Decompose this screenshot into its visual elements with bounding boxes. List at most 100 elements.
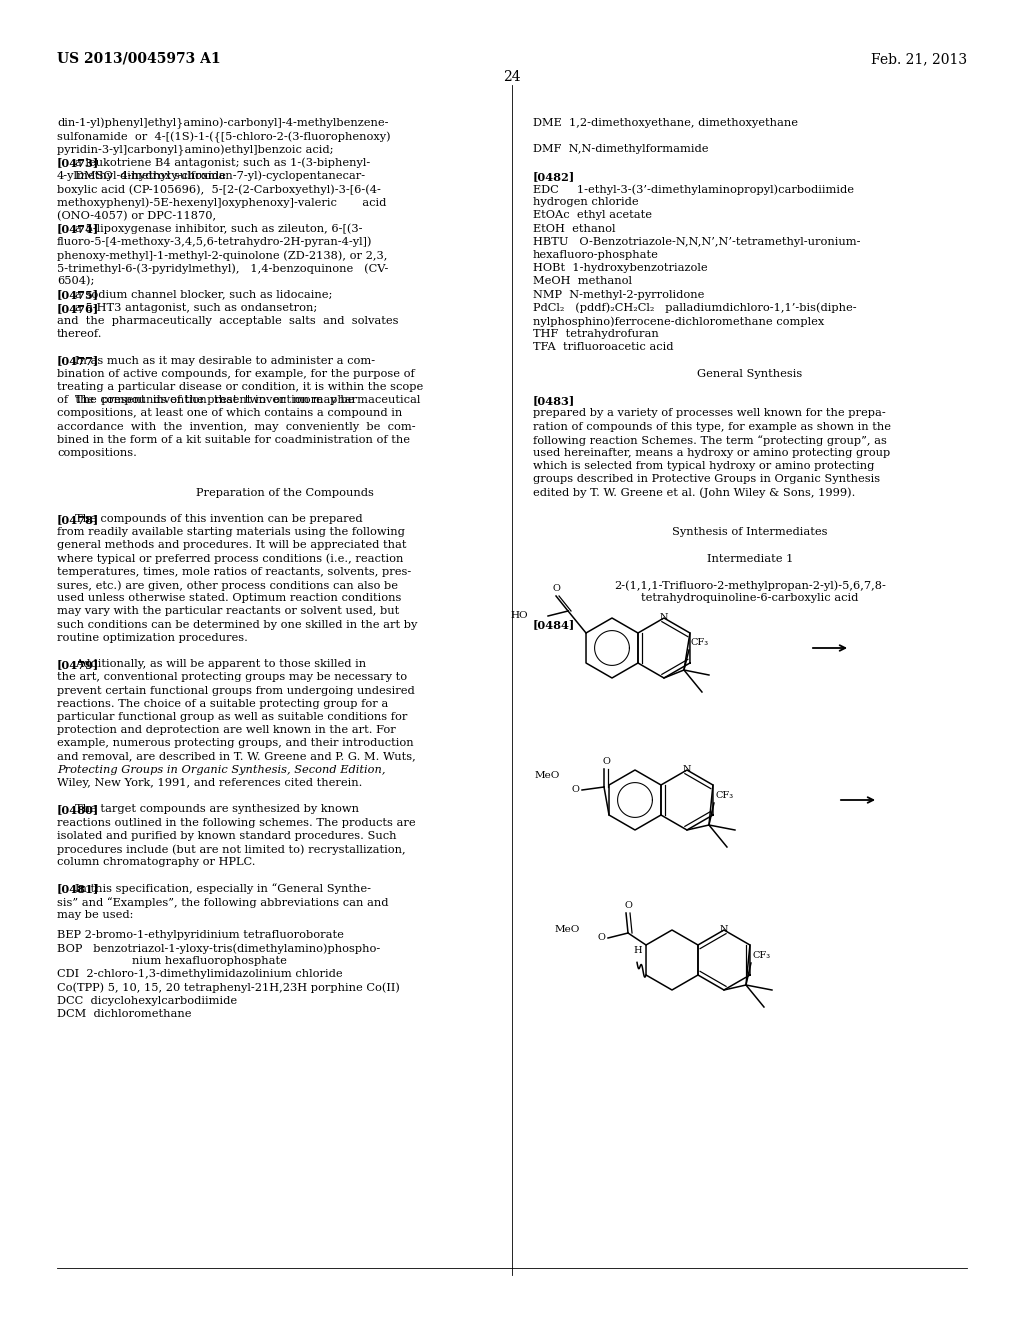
Text: may be used:: may be used: — [57, 909, 133, 920]
Text: tetrahydroquinoline-6-carboxylic acid: tetrahydroquinoline-6-carboxylic acid — [641, 593, 859, 603]
Text: a 5-HT3 antagonist, such as ondansetron;: a 5-HT3 antagonist, such as ondansetron; — [75, 302, 317, 313]
Text: fluoro-5-[4-methoxy-3,4,5,6-tetrahydro-2H-pyran-4-yl]): fluoro-5-[4-methoxy-3,4,5,6-tetrahydro-2… — [57, 236, 373, 247]
Text: procedures include (but are not limited to) recrystallization,: procedures include (but are not limited … — [57, 843, 406, 854]
Text: CF₃: CF₃ — [753, 950, 771, 960]
Text: such conditions can be determined by one skilled in the art by: such conditions can be determined by one… — [57, 619, 418, 630]
Text: edited by T. W. Greene et al. (John Wiley & Sons, 1999).: edited by T. W. Greene et al. (John Wile… — [534, 487, 855, 498]
Text: Additionally, as will be apparent to those skilled in: Additionally, as will be apparent to tho… — [75, 659, 367, 669]
Text: 5-trimethyl-6-(3-pyridylmethyl),   1,4-benzoquinone   (CV-: 5-trimethyl-6-(3-pyridylmethyl), 1,4-ben… — [57, 263, 388, 273]
Text: DCM  dichloromethane: DCM dichloromethane — [57, 1008, 191, 1019]
Text: sis” and “Examples”, the following abbreviations can and: sis” and “Examples”, the following abbre… — [57, 896, 388, 908]
Text: EDC     1-ethyl-3-(3’-dimethylaminopropyl)carbodiimide: EDC 1-ethyl-3-(3’-dimethylaminopropyl)ca… — [534, 183, 854, 194]
Text: accordance  with  the  invention,  may  conveniently  be  com-: accordance with the invention, may conve… — [57, 421, 416, 432]
Text: bined in the form of a kit suitable for coadministration of the: bined in the form of a kit suitable for … — [57, 434, 410, 445]
Text: reactions. The choice of a suitable protecting group for a: reactions. The choice of a suitable prot… — [57, 698, 388, 709]
Text: O: O — [602, 756, 610, 766]
Text: methoxyphenyl)-5E-hexenyl]oxyphenoxy]-valeric       acid: methoxyphenyl)-5E-hexenyl]oxyphenoxy]-va… — [57, 197, 386, 207]
Text: thereof.: thereof. — [57, 329, 102, 339]
Text: CF₃: CF₃ — [716, 791, 734, 800]
Text: EtOH  ethanol: EtOH ethanol — [534, 223, 615, 234]
Text: which is selected from typical hydroxy or amino protecting: which is selected from typical hydroxy o… — [534, 461, 874, 471]
Text: O: O — [624, 902, 632, 909]
Text: and removal, are described in T. W. Greene and P. G. M. Wuts,: and removal, are described in T. W. Gree… — [57, 751, 416, 762]
Text: [0475]: [0475] — [57, 289, 99, 301]
Text: Feb. 21, 2013: Feb. 21, 2013 — [870, 51, 967, 66]
Text: nylphosphino)ferrocene-dichloromethane complex: nylphosphino)ferrocene-dichloromethane c… — [534, 315, 824, 326]
Text: 6504);: 6504); — [57, 276, 94, 286]
Text: Preparation of the Compounds: Preparation of the Compounds — [196, 487, 374, 498]
Text: compositions.: compositions. — [57, 447, 137, 458]
Text: 2-(1,1,1-Trifluoro-2-methylpropan-2-yl)-5,6,7,8-: 2-(1,1,1-Trifluoro-2-methylpropan-2-yl)-… — [614, 579, 886, 590]
Text: boxylic acid (CP-105696),  5-[2-(2-Carboxyethyl)-3-[6-(4-: boxylic acid (CP-105696), 5-[2-(2-Carbox… — [57, 183, 381, 194]
Text: DCC  dicyclohexylcarbodiimide: DCC dicyclohexylcarbodiimide — [57, 995, 238, 1006]
Text: of  the  present  invention  that  two  or  more  pharmaceutical: of the present invention that two or mor… — [57, 395, 421, 405]
Text: compositions, at least one of which contains a compound in: compositions, at least one of which cont… — [57, 408, 402, 418]
Text: BEP 2-bromo-1-ethylpyridinium tetrafluoroborate: BEP 2-bromo-1-ethylpyridinium tetrafluor… — [57, 929, 344, 940]
Text: routine optimization procedures.: routine optimization procedures. — [57, 632, 248, 643]
Text: where typical or preferred process conditions (i.e., reaction: where typical or preferred process condi… — [57, 553, 403, 564]
Text: following reaction Schemes. The term “protecting group”, as: following reaction Schemes. The term “pr… — [534, 434, 887, 446]
Text: NMP  N-methyl-2-pyrrolidone: NMP N-methyl-2-pyrrolidone — [534, 289, 705, 300]
Text: HBTU   O-Benzotriazole-N,N,N’,N’-tetramethyl-uronium-: HBTU O-Benzotriazole-N,N,N’,N’-tetrameth… — [534, 236, 860, 247]
Text: TFA  trifluoroacetic acid: TFA trifluoroacetic acid — [534, 342, 674, 352]
Text: hexafluoro-phosphate: hexafluoro-phosphate — [534, 249, 658, 260]
Text: bination of active compounds, for example, for the purpose of: bination of active compounds, for exampl… — [57, 368, 415, 379]
Text: [0482]: [0482] — [534, 170, 575, 182]
Text: (ONO-4057) or DPC-11870,: (ONO-4057) or DPC-11870, — [57, 210, 216, 220]
Text: Wiley, New York, 1991, and references cited therein.: Wiley, New York, 1991, and references ci… — [57, 777, 362, 788]
Text: O: O — [597, 933, 605, 942]
Text: BOP   benzotriazol-1-yloxy-tris(dimethylamino)phospho-: BOP benzotriazol-1-yloxy-tris(dimethylam… — [57, 942, 380, 953]
Text: phenoxy-methyl]-1-methyl-2-quinolone (ZD-2138), or 2,3,: phenoxy-methyl]-1-methyl-2-quinolone (ZD… — [57, 249, 387, 260]
Text: US 2013/0045973 A1: US 2013/0045973 A1 — [57, 51, 220, 66]
Text: [0480]: [0480] — [57, 804, 99, 816]
Text: [0473]: [0473] — [57, 157, 99, 169]
Text: particular functional group as well as suitable conditions for: particular functional group as well as s… — [57, 711, 408, 722]
Text: the art, conventional protecting groups may be necessary to: the art, conventional protecting groups … — [57, 672, 408, 682]
Text: sures, etc.) are given, other process conditions can also be: sures, etc.) are given, other process co… — [57, 579, 398, 590]
Text: N: N — [720, 925, 728, 935]
Text: O: O — [552, 583, 560, 593]
Text: [0479]: [0479] — [57, 659, 99, 671]
Text: [0478]: [0478] — [57, 513, 99, 525]
Text: The compounds of this invention can be prepared: The compounds of this invention can be p… — [75, 513, 362, 524]
Text: from readily available starting materials using the following: from readily available starting material… — [57, 527, 404, 537]
Text: and  the  pharmaceutically  acceptable  salts  and  solvates: and the pharmaceutically acceptable salt… — [57, 315, 398, 326]
Text: DMSO  dimethyl sulfoxide: DMSO dimethyl sulfoxide — [75, 170, 226, 181]
Text: The target compounds are synthesized by known: The target compounds are synthesized by … — [75, 804, 359, 814]
Text: a sodium channel blocker, such as lidocaine;: a sodium channel blocker, such as lidoca… — [75, 289, 333, 300]
Text: sulfonamide  or  4-[(1S)-1-({[5-chloro-2-(3-fluorophenoxy): sulfonamide or 4-[(1S)-1-({[5-chloro-2-(… — [57, 131, 390, 143]
Text: EtOAc  ethyl acetate: EtOAc ethyl acetate — [534, 210, 652, 220]
Text: Synthesis of Intermediates: Synthesis of Intermediates — [672, 527, 827, 537]
Text: H: H — [634, 946, 642, 954]
Text: prevent certain functional groups from undergoing undesired: prevent certain functional groups from u… — [57, 685, 415, 696]
Text: nium hexafluorophosphate: nium hexafluorophosphate — [132, 956, 287, 966]
Text: temperatures, times, mole ratios of reactants, solvents, pres-: temperatures, times, mole ratios of reac… — [57, 566, 412, 577]
Text: MeOH  methanol: MeOH methanol — [534, 276, 632, 286]
Text: pyridin-3-yl]carbonyl}amino)ethyl]benzoic acid;: pyridin-3-yl]carbonyl}amino)ethyl]benzoi… — [57, 144, 334, 156]
Text: example, numerous protecting groups, and their introduction: example, numerous protecting groups, and… — [57, 738, 414, 748]
Text: groups described in Protective Groups in Organic Synthesis: groups described in Protective Groups in… — [534, 474, 880, 484]
Text: [0481]: [0481] — [57, 883, 99, 895]
Text: a 5-lipoxygenase inhibitor, such as zileuton, 6-[(3-: a 5-lipoxygenase inhibitor, such as zile… — [75, 223, 362, 234]
Text: N: N — [683, 766, 691, 775]
Text: a leukotriene B4 antagonist; such as 1-(3-biphenyl-: a leukotriene B4 antagonist; such as 1-(… — [75, 157, 371, 168]
Text: In this specification, especially in “General Synthe-: In this specification, especially in “Ge… — [75, 883, 371, 895]
Text: 4-ylmethyl-4-hydroxy-chroman-7-yl)-cyclopentanecar-: 4-ylmethyl-4-hydroxy-chroman-7-yl)-cyclo… — [57, 170, 367, 181]
Text: PdCl₂   (pddf)₂CH₂Cl₂   palladiumdichloro-1,1’-bis(diphe-: PdCl₂ (pddf)₂CH₂Cl₂ palladiumdichloro-1,… — [534, 302, 857, 313]
Text: used unless otherwise stated. Optimum reaction conditions: used unless otherwise stated. Optimum re… — [57, 593, 401, 603]
Text: MeO: MeO — [535, 771, 560, 780]
Text: CF₃: CF₃ — [691, 638, 709, 647]
Text: prepared by a variety of processes well known for the prepa-: prepared by a variety of processes well … — [534, 408, 886, 418]
Text: protection and deprotection are well known in the art. For: protection and deprotection are well kno… — [57, 725, 395, 735]
Text: treating a particular disease or condition, it is within the scope: treating a particular disease or conditi… — [57, 381, 423, 392]
Text: O: O — [571, 785, 579, 795]
Text: THF  tetrahydrofuran: THF tetrahydrofuran — [534, 329, 658, 339]
Text: [0474]: [0474] — [57, 223, 99, 235]
Text: hydrogen chloride: hydrogen chloride — [534, 197, 639, 207]
Text: Co(TPP) 5, 10, 15, 20 tetraphenyl-21H,23H porphine Co(II): Co(TPP) 5, 10, 15, 20 tetraphenyl-21H,23… — [57, 982, 400, 993]
Text: The compounds of the present invention may be: The compounds of the present invention m… — [75, 395, 354, 405]
Text: DME  1,2-dimethoxyethane, dimethoxyethane: DME 1,2-dimethoxyethane, dimethoxyethane — [534, 117, 798, 128]
Text: DMF  N,N-dimethylformamide: DMF N,N-dimethylformamide — [534, 144, 709, 154]
Text: HO: HO — [510, 611, 528, 620]
Text: [0484]: [0484] — [534, 619, 575, 631]
